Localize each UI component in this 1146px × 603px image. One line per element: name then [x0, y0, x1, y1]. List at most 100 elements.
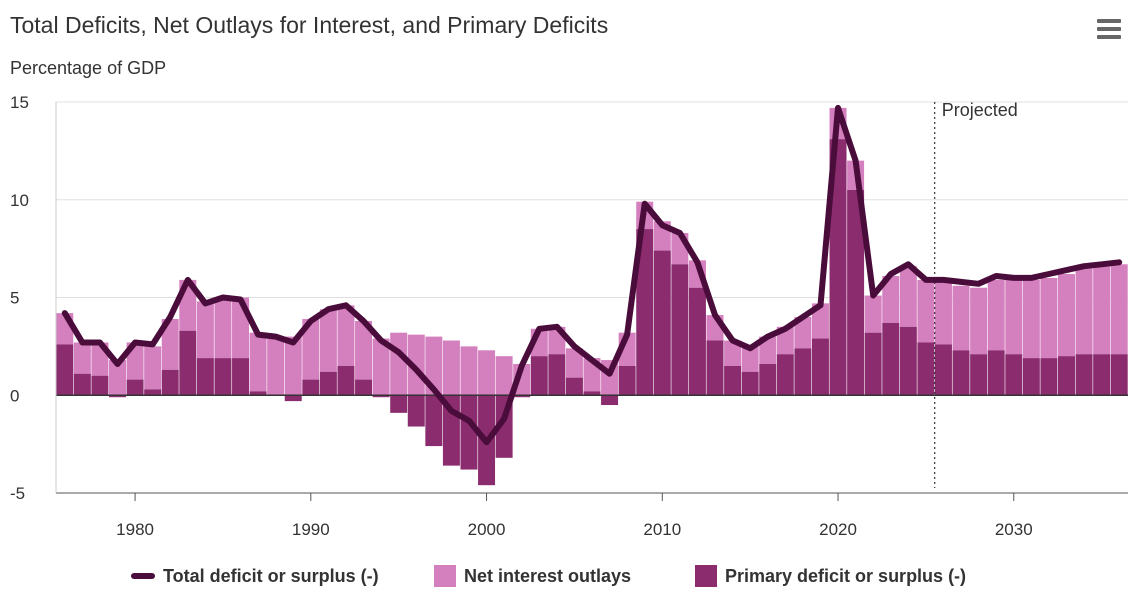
interest-bar: [267, 338, 285, 396]
legend-item-interest[interactable]: Net interest outlays: [434, 562, 631, 590]
projected-label: Projected: [942, 100, 1018, 120]
interest-bar: [1110, 264, 1128, 355]
primary-bar: [1058, 356, 1075, 396]
interest-bars: [56, 107, 1128, 396]
primary-bar: [355, 379, 373, 396]
interest-bar: [495, 356, 513, 396]
primary-bar: [583, 391, 601, 396]
interest-bar: [372, 338, 390, 396]
primary-bar: [56, 344, 74, 396]
primary-bar: [126, 379, 144, 396]
primary-bar: [548, 354, 566, 396]
primary-bar: [882, 322, 900, 396]
x-tick-label: 2010: [643, 520, 681, 539]
x-tick-label: 2030: [995, 520, 1033, 539]
legend-item-total[interactable]: Total deficit or surplus (-): [131, 562, 379, 590]
interest-bar: [196, 301, 214, 359]
interest-bar: [952, 285, 970, 351]
primary-bar: [759, 363, 777, 396]
primary-bar: [864, 332, 882, 396]
interest-bar: [1058, 274, 1075, 357]
interest-bar: [794, 317, 812, 349]
primary-bar: [618, 365, 636, 396]
primary-bar: [144, 389, 162, 396]
interest-swatch: [434, 565, 456, 587]
primary-bar: [530, 356, 548, 396]
interest-bar: [1093, 266, 1111, 355]
primary-bar: [196, 358, 214, 396]
primary-bar: [724, 365, 742, 396]
primary-bar: [565, 377, 583, 396]
interest-bar: [302, 319, 320, 380]
primary-bar: [1075, 354, 1093, 396]
primary-bar: [302, 379, 320, 396]
primary-bar: [407, 395, 425, 427]
interest-bar: [1075, 268, 1093, 355]
primary-bar: [425, 395, 443, 447]
primary-bar: [899, 326, 917, 396]
primary-bar: [1040, 358, 1058, 396]
interest-bar: [249, 332, 267, 392]
primary-bar: [1022, 358, 1040, 396]
primary-bar: [214, 358, 232, 396]
interest-bar: [478, 350, 496, 396]
interest-bar: [355, 320, 373, 380]
y-axis-unit-label: Percentage of GDP: [10, 58, 167, 78]
interest-bar: [759, 336, 777, 364]
primary-bars: [56, 139, 1128, 486]
interest-bar: [284, 336, 302, 396]
legend: Total deficit or surplus (-) Net interes…: [0, 562, 1146, 590]
interest-bar: [1040, 277, 1058, 359]
primary-bar: [232, 358, 250, 396]
primary-bar: [829, 139, 847, 396]
y-tick-label: 5: [10, 289, 19, 308]
x-tick-label: 2020: [819, 520, 857, 539]
primary-bar: [601, 395, 619, 406]
interest-bar: [109, 360, 126, 396]
legend-item-primary[interactable]: Primary deficit or surplus (-): [695, 562, 966, 590]
interest-bar: [741, 346, 759, 372]
total-deficit-line: [61, 104, 1123, 446]
interest-bar: [73, 342, 91, 374]
primary-bar: [917, 342, 935, 396]
primary-bar: [319, 371, 337, 396]
primary-bar: [688, 287, 706, 396]
interest-bar: [864, 295, 882, 333]
interest-bar: [882, 275, 900, 323]
total-swatch: [131, 573, 155, 579]
interest-bar: [934, 281, 952, 345]
total-line-group: [61, 104, 1123, 446]
primary-bar: [934, 344, 952, 396]
x-tick-label: 2000: [468, 520, 506, 539]
interest-bar: [917, 279, 935, 343]
interest-bar: [337, 305, 355, 366]
primary-bar: [460, 395, 478, 470]
primary-bar: [1110, 354, 1128, 396]
primary-bar: [513, 395, 531, 398]
interest-bar: [970, 287, 988, 355]
primary-bar: [970, 354, 988, 396]
primary-bar: [337, 365, 355, 396]
legend-total-label: Total deficit or surplus (-): [163, 565, 379, 586]
primary-bar: [372, 395, 390, 398]
primary-bar: [636, 229, 654, 396]
primary-bar: [390, 395, 408, 413]
primary-bar: [91, 375, 109, 396]
primary-bar: [653, 250, 671, 396]
legend-interest-label: Net interest outlays: [464, 565, 632, 586]
primary-bar: [1093, 354, 1111, 396]
primary-bar: [1005, 354, 1023, 396]
interest-bar: [390, 332, 408, 396]
primary-bar: [109, 395, 126, 398]
hamburger-menu-icon[interactable]: [1094, 16, 1124, 42]
interest-bar: [161, 319, 179, 370]
interest-bar: [899, 266, 917, 327]
interest-bar: [565, 348, 583, 378]
chart-plot: Projected -5 0 5 10 15 1980 1990 2000 2010 2020 20…: [10, 93, 1128, 539]
interest-bar: [214, 297, 232, 359]
grid-lines: [56, 101, 1128, 298]
axes: [55, 102, 1128, 501]
primary-bar: [671, 264, 689, 396]
interest-bar: [319, 309, 337, 372]
interest-bar: [1022, 279, 1040, 359]
